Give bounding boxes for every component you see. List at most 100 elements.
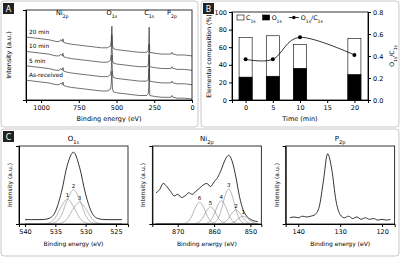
tick-label: 750 <box>73 104 85 112</box>
series-line <box>156 189 258 224</box>
marker <box>244 57 248 61</box>
marker <box>298 35 302 39</box>
tick-mark <box>192 100 193 103</box>
bar <box>239 38 252 100</box>
tick-mark <box>229 47 232 48</box>
tick-mark <box>368 78 371 79</box>
component-label: 3 <box>227 182 231 188</box>
panel-label-box <box>3 3 14 14</box>
tick-mark <box>229 12 232 13</box>
legend-label: O1s/C1s <box>301 14 324 24</box>
tick: 130 <box>334 224 346 236</box>
axis: 0.00.20.40.60.8 <box>368 9 383 105</box>
y-axis-title: Elemental composition (%) <box>205 14 213 98</box>
tick-mark <box>41 100 42 103</box>
text-part: 3 <box>227 182 231 188</box>
bar <box>348 38 361 100</box>
text-part: Time (min) <box>281 115 317 123</box>
subscript: 2p <box>339 139 345 146</box>
tick-label: 120 <box>376 228 388 236</box>
subscript: 2p <box>171 14 177 19</box>
panel-label-box <box>203 3 214 14</box>
tick: 0.2 <box>368 75 383 83</box>
legend-label: C1s <box>246 14 256 24</box>
y-axis-title: Intensity (a.u.) <box>273 163 281 207</box>
tick-mark <box>25 224 26 227</box>
series-line <box>156 201 258 224</box>
tick-label: 0.6 <box>373 31 383 39</box>
component-label: 1 <box>241 209 245 215</box>
axis-line <box>27 101 193 104</box>
marker <box>271 57 275 61</box>
tick-label: 100 <box>215 9 227 17</box>
tick: 0 <box>223 97 232 105</box>
chart-title: O1s <box>68 135 80 145</box>
bar <box>266 36 279 100</box>
tick-label: 535 <box>50 228 62 236</box>
legend-swatch <box>237 15 244 20</box>
series-line <box>246 37 355 61</box>
legend-label: O1s <box>272 14 283 24</box>
text-part: 10 min <box>29 43 49 49</box>
tick-mark <box>273 100 274 103</box>
tick-mark <box>86 224 87 227</box>
tick-label: 15 <box>324 104 332 112</box>
text-part: A <box>6 5 12 14</box>
tick: 0.0 <box>368 97 383 105</box>
tick-label: 10 <box>296 104 304 112</box>
tick-mark <box>178 224 179 227</box>
annotation: Ni2p <box>56 9 69 19</box>
plot-area <box>290 154 391 220</box>
annotation: P2p <box>167 9 177 19</box>
axis-line <box>149 147 153 225</box>
x-axis-title: Binding energy (eV) <box>177 240 237 248</box>
subscript: 1s <box>149 14 155 19</box>
tick-mark <box>382 224 383 227</box>
panel-label: B <box>206 5 212 14</box>
tick: 60 <box>219 44 232 52</box>
axis: 0 5 10 15 20 <box>233 100 369 112</box>
legend-swatch <box>292 16 296 20</box>
tick-label: 5 <box>271 104 275 112</box>
tick: 535 <box>50 224 62 236</box>
axis-line <box>369 13 372 101</box>
tick: 500 <box>111 100 123 112</box>
panel-label: A <box>6 5 12 14</box>
tick-mark <box>298 224 299 227</box>
tick-label: 20 <box>351 104 359 112</box>
tick-label: 0 <box>244 104 248 112</box>
legend: C1s O1s O1s/C1s <box>237 14 323 24</box>
tick: 40 <box>219 61 232 69</box>
plot-area <box>26 26 192 99</box>
tick-label: 20 <box>219 79 227 87</box>
series-label: As-received <box>29 72 63 78</box>
chart-title: Ni2p <box>200 135 214 146</box>
series-line <box>25 152 122 219</box>
annotation: C1s <box>144 9 155 19</box>
panel-border <box>1 129 399 256</box>
x-axis-title: Time (min) <box>281 115 317 123</box>
axis-line <box>23 11 27 101</box>
tick-label: 1000 <box>33 104 50 112</box>
tick-label: 860 <box>208 228 220 236</box>
tick-label: 0.2 <box>373 75 383 83</box>
axis <box>23 11 27 101</box>
tick-mark <box>55 224 56 227</box>
component-label: 2 <box>72 183 76 189</box>
plot-frame <box>232 12 368 100</box>
text-part: B <box>206 5 212 14</box>
tick-mark <box>368 34 371 35</box>
axis-line <box>16 147 20 225</box>
bar <box>293 68 306 100</box>
bar <box>239 77 252 100</box>
plot-frame <box>19 146 128 224</box>
tick-label: 0.4 <box>373 53 383 61</box>
component-label: 1 <box>66 192 70 198</box>
tick-label: 250 <box>149 104 161 112</box>
text-part: 3 <box>78 195 82 201</box>
tick: 20 <box>219 79 232 87</box>
tick-label: 500 <box>111 104 123 112</box>
series-line <box>290 154 391 220</box>
text-part: Binding energy (eV) <box>310 240 370 248</box>
plot-frame <box>26 10 192 100</box>
